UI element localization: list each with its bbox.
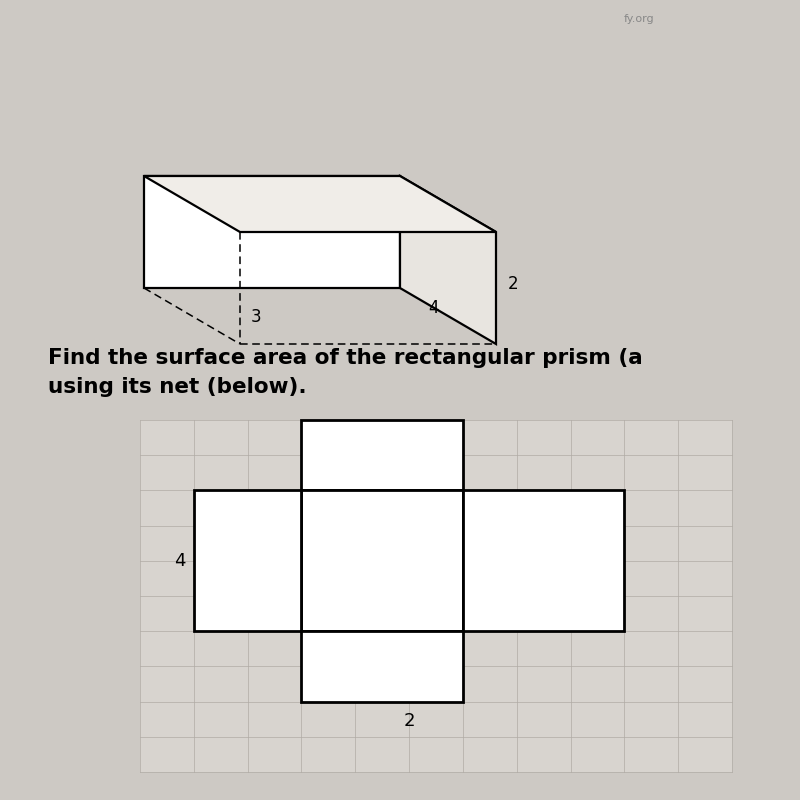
Text: 2: 2 (508, 275, 518, 293)
Text: 3: 3 (250, 308, 262, 326)
Polygon shape (144, 176, 400, 288)
Text: fy.org: fy.org (624, 14, 654, 24)
Bar (302, 490, 463, 631)
Polygon shape (400, 176, 496, 344)
Polygon shape (144, 176, 496, 232)
Bar (302, 420, 463, 490)
Bar (463, 490, 624, 631)
Bar (302, 631, 463, 702)
Text: 2: 2 (403, 712, 415, 730)
Text: 4: 4 (428, 299, 438, 317)
Text: Find the surface area of the rectangular prism (a
using its net (below).: Find the surface area of the rectangular… (48, 348, 642, 397)
Bar (140, 420, 732, 772)
Bar (194, 490, 302, 631)
Text: 4: 4 (174, 552, 186, 570)
